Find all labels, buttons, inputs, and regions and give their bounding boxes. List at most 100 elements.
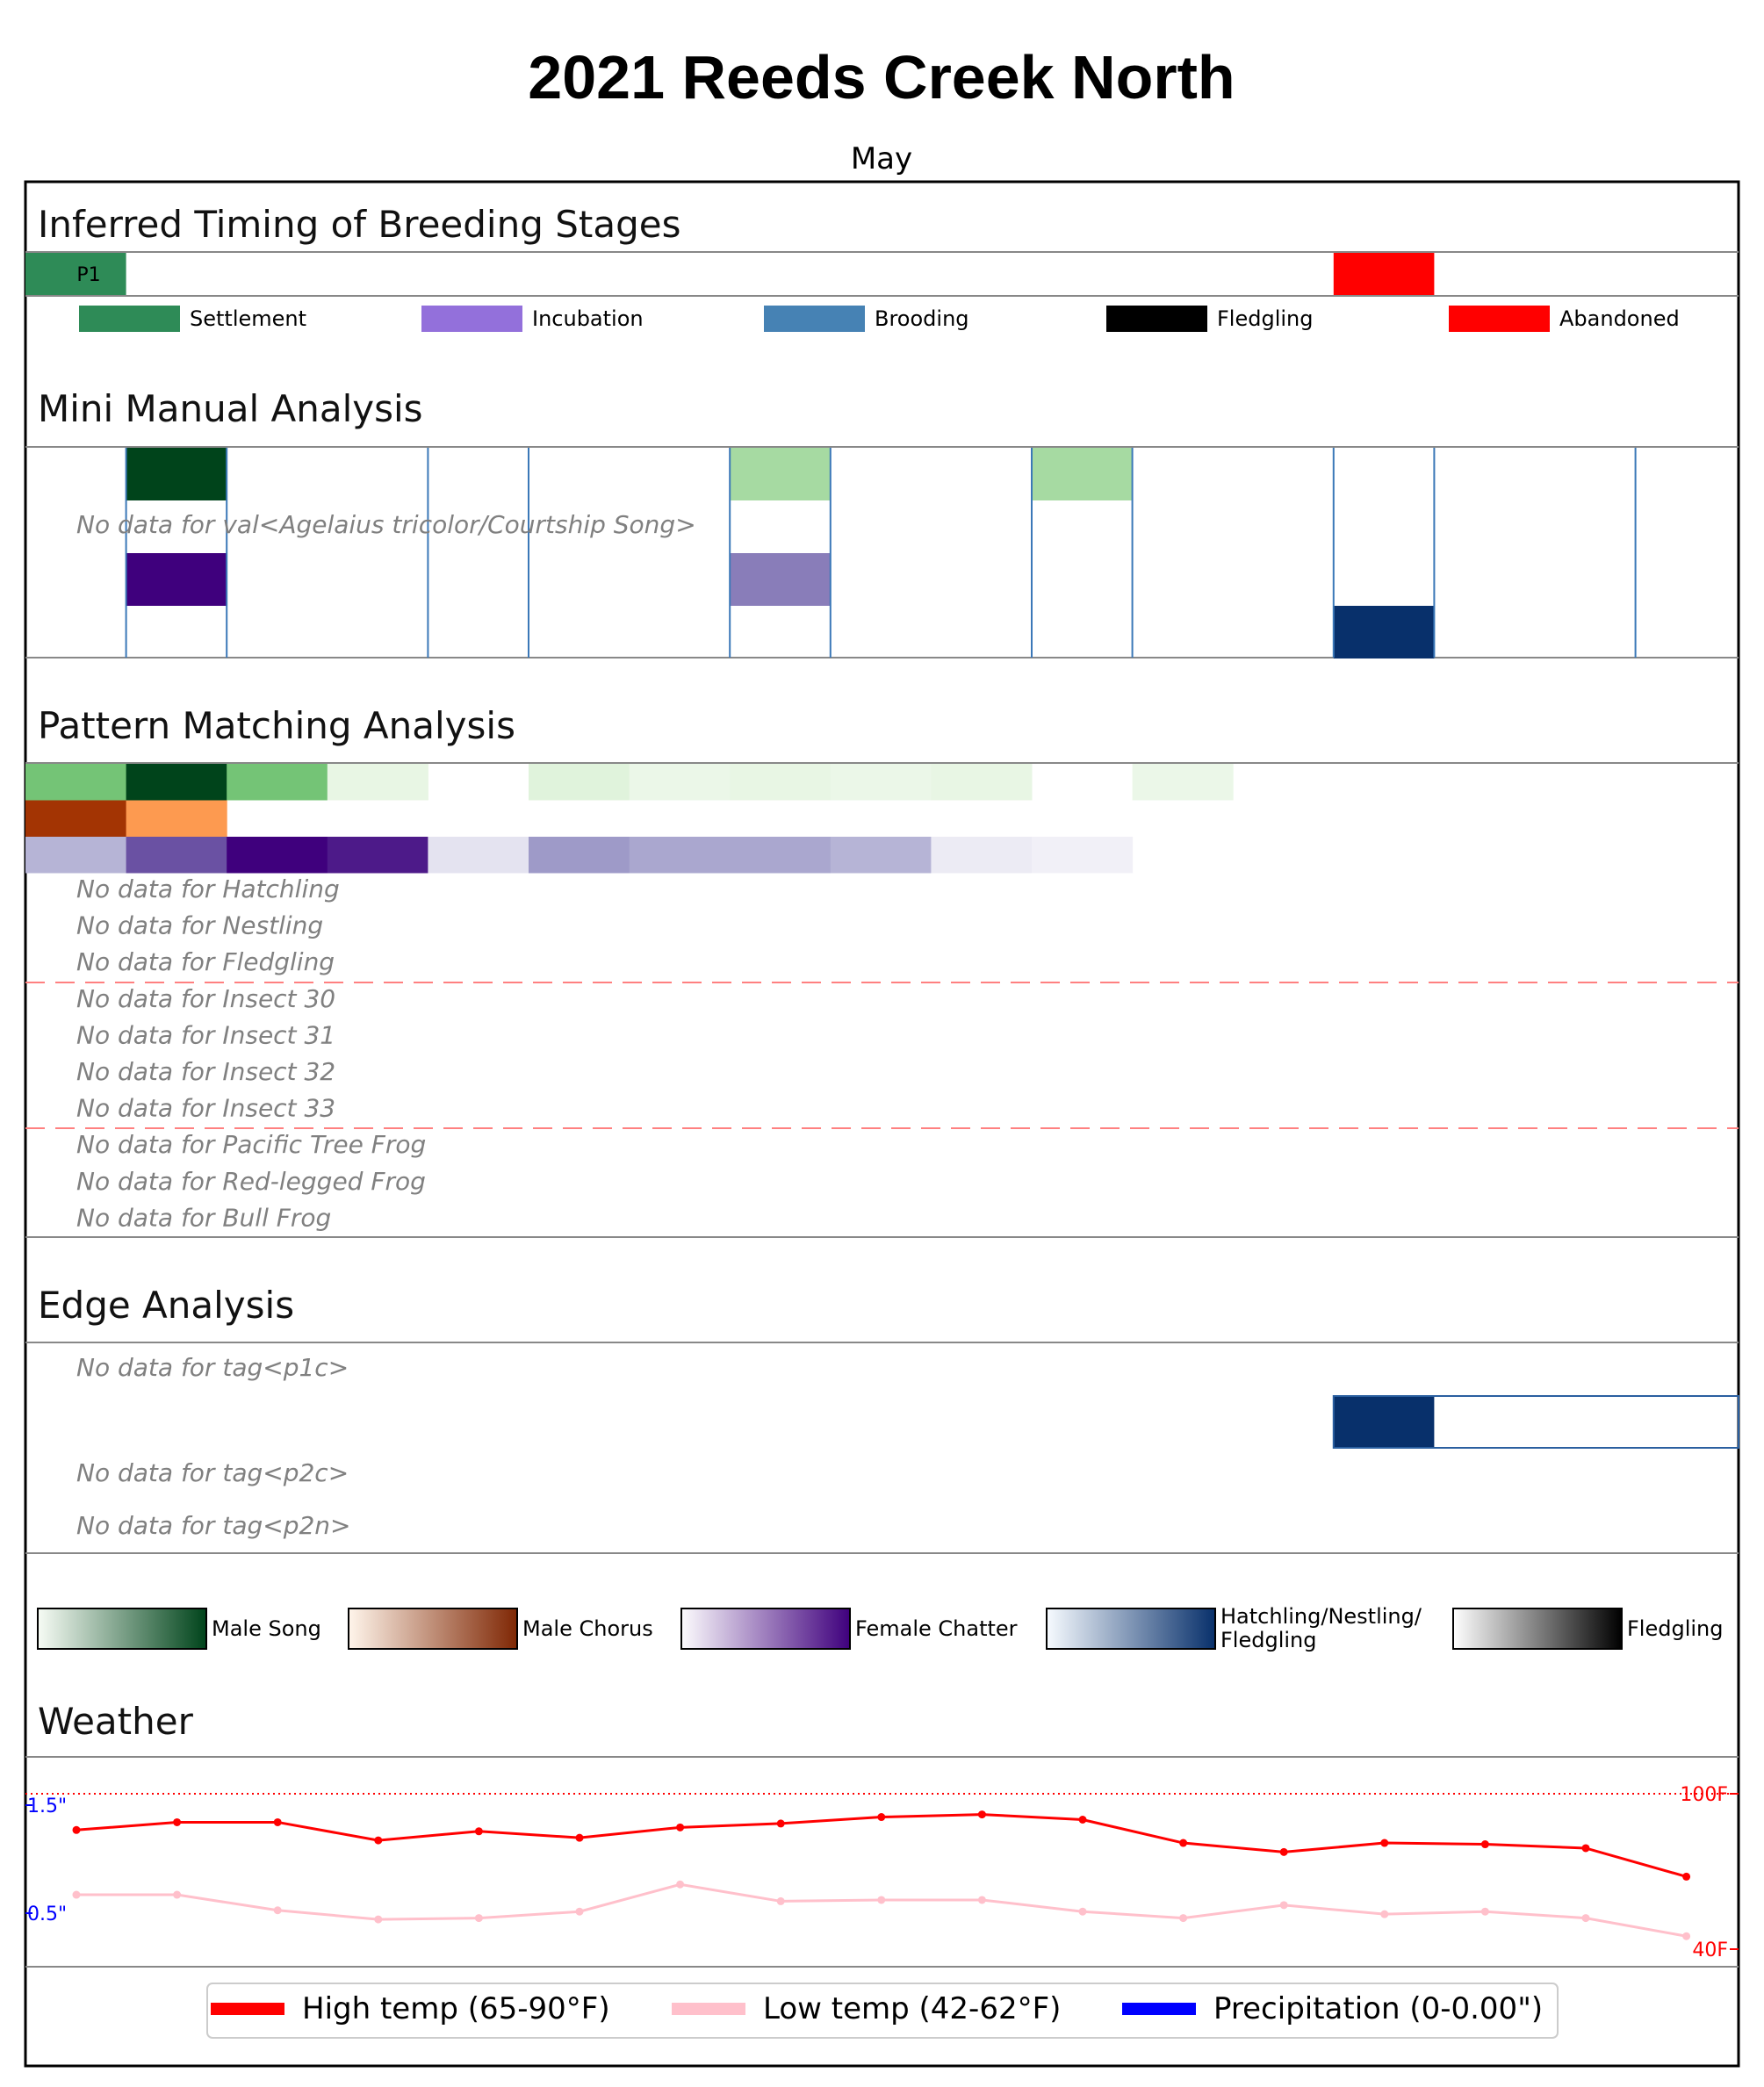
month-label: May	[851, 141, 912, 176]
breeding-legend-swatch	[1449, 306, 1550, 332]
weather-legend-swatch	[211, 2003, 284, 2015]
pattern-cell	[1132, 764, 1234, 801]
weather-legend-box	[206, 1983, 1559, 2039]
pattern-cell	[730, 837, 832, 874]
edge-title: Edge Analysis	[38, 1284, 294, 1327]
colorbar-label: Hatchling/Nestling/Fledgling	[1220, 1604, 1422, 1652]
weather-legend-label: Precipitation (0-0.00")	[1213, 1991, 1543, 2026]
low-temp-point	[575, 1907, 584, 1916]
breeding-legend-label: Abandoned	[1559, 306, 1680, 331]
pattern-cell	[629, 837, 731, 874]
mini-cell	[730, 553, 831, 606]
precip-tick-0-5: 0.5"	[27, 1903, 67, 1925]
breeding-period-label: P1	[76, 264, 100, 286]
high-temp-point	[776, 1819, 785, 1828]
edge-record-outline	[1332, 1395, 1740, 1449]
breeding-period-bar	[25, 253, 126, 295]
pattern-cell	[327, 764, 428, 801]
colorbar	[37, 1608, 207, 1650]
high-temp-point	[575, 1833, 584, 1842]
edge-no-data-label: No data for tag<p2c>	[76, 1458, 349, 1487]
pattern-cell	[327, 837, 428, 874]
pattern-cell	[227, 764, 328, 801]
pattern-no-data-label: No data for Bull Frog	[76, 1203, 331, 1232]
mini-title: Mini Manual Analysis	[38, 387, 423, 430]
high-temp-point	[1581, 1844, 1590, 1853]
pattern-no-data-label: No data for Insect 31	[76, 1020, 335, 1049]
low-temp-point	[877, 1896, 886, 1904]
low-temp-point	[977, 1896, 986, 1904]
breeding-legend-swatch	[421, 306, 522, 332]
high-temp-line	[76, 1813, 1688, 1878]
low-temp-point	[1078, 1907, 1087, 1916]
low-temp-point	[72, 1890, 81, 1899]
pattern-cell	[126, 800, 227, 837]
breeding-legend-swatch	[764, 306, 865, 332]
high-temp-point	[877, 1813, 886, 1822]
breeding-legend-label: Fledgling	[1217, 306, 1314, 331]
pattern-cell	[529, 764, 630, 801]
colorbar	[1046, 1608, 1216, 1650]
mini-cell	[1032, 448, 1133, 500]
breeding-title: Inferred Timing of Breeding Stages	[38, 203, 680, 246]
high-temp-point	[1078, 1816, 1087, 1824]
pattern-cell	[730, 764, 832, 801]
low-temp-point	[1179, 1914, 1188, 1923]
pattern-cell	[1032, 837, 1134, 874]
weather-layer: 100F 40F 1.5" 0.5" High temp (65-90°F) Low te…	[25, 1784, 1739, 2039]
colorbar-label: Female Chatter	[855, 1616, 1018, 1641]
high-temp-point	[1279, 1847, 1288, 1856]
breeding-legend-swatch	[79, 306, 180, 332]
colorbar	[680, 1608, 851, 1650]
pattern-no-data-label: No data for Pacific Tree Frog	[76, 1130, 426, 1159]
pattern-no-data-label: No data for Insect 33	[76, 1094, 335, 1123]
pattern-cell	[931, 764, 1033, 801]
breeding-period-bar	[1333, 253, 1435, 295]
high-temp-point	[72, 1825, 81, 1834]
mini-cell	[730, 448, 831, 500]
high-temp-point	[1179, 1839, 1188, 1847]
pattern-title: Pattern Matching Analysis	[38, 704, 515, 747]
low-temp-point	[676, 1880, 685, 1889]
mini-no-data-label: No data for val<Agelaius tricolor/Courts…	[76, 510, 696, 539]
pattern-cell	[25, 837, 127, 874]
edge-cell	[1333, 1396, 1435, 1448]
breeding-layer: P1 Settlement Incubation Brooding Fledgling A…	[25, 253, 1680, 332]
low-temp-point	[173, 1890, 182, 1899]
pattern-no-data-label: No data for Red-legged Frog	[76, 1167, 426, 1196]
low-temp-point	[1279, 1901, 1288, 1910]
page-title: 2021 Reeds Creek North	[528, 43, 1235, 112]
low-temp-point	[374, 1915, 383, 1924]
weather-title: Weather	[38, 1700, 194, 1743]
weather-legend-swatch	[672, 2003, 745, 2015]
colorbar-label: Fledgling	[1627, 1616, 1724, 1641]
edge-no-data-label: No data for tag<p2n>	[76, 1511, 351, 1540]
low-temp-point	[1682, 1932, 1691, 1940]
high-temp-point	[977, 1810, 986, 1819]
high-temp-point	[474, 1827, 483, 1836]
high-temp-point	[374, 1836, 383, 1845]
colorbar-label: Male Chorus	[522, 1616, 653, 1641]
pattern-cell	[529, 837, 630, 874]
high-temp-point	[676, 1823, 685, 1832]
breeding-legend-label: Brooding	[875, 306, 969, 331]
breeding-legend-swatch	[1106, 306, 1207, 332]
breeding-legend-label: Incubation	[532, 306, 644, 331]
pattern-cell	[126, 837, 227, 874]
low-temp-point	[1581, 1914, 1590, 1923]
low-temp-point	[1480, 1907, 1489, 1916]
pattern-layer: No data for Hatchling No data for Nestlin…	[25, 764, 1234, 1232]
low-temp-point	[273, 1906, 282, 1915]
low-temp-point	[776, 1896, 785, 1905]
colorbar-label: Male Song	[212, 1616, 321, 1641]
low-temp-point	[1380, 1910, 1389, 1918]
pattern-cell	[629, 764, 731, 801]
edge-no-data-label: No data for tag<p1c>	[76, 1353, 349, 1382]
pattern-cell	[830, 764, 932, 801]
high-temp-point	[1380, 1839, 1389, 1847]
weather-legend-label: High temp (65-90°F)	[302, 1991, 610, 2026]
mini-layer: No data for val<Agelaius tricolor/Courts…	[76, 448, 1637, 658]
pattern-no-data-label: No data for Nestling	[76, 911, 323, 940]
